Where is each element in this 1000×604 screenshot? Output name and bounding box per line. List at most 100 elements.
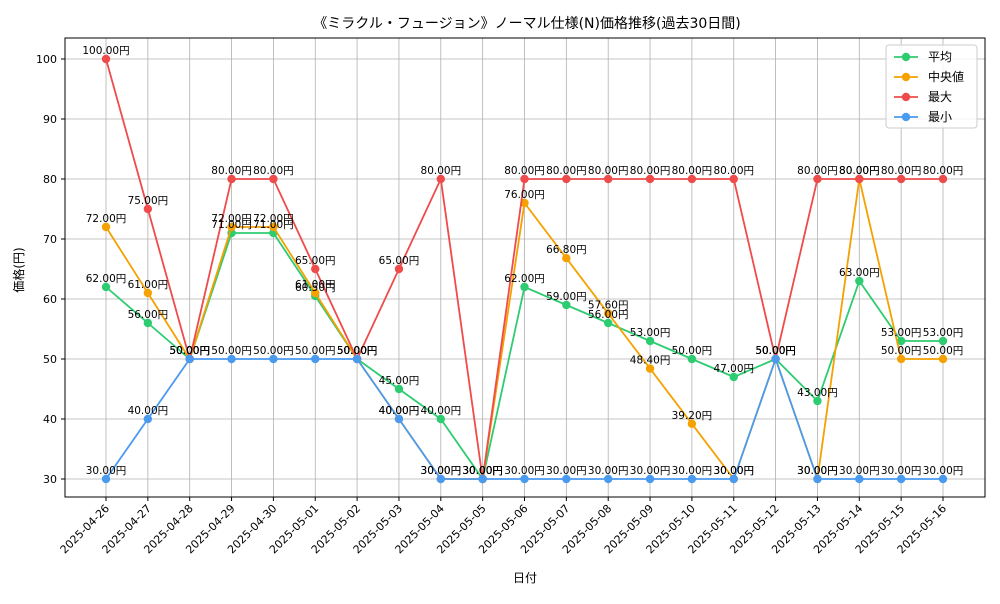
data-label: 50.00円: [169, 345, 210, 357]
data-label: 100.00円: [82, 45, 129, 57]
data-point: [938, 174, 948, 184]
data-point: [771, 354, 780, 364]
data-point: [436, 174, 445, 184]
data-label: 50.00円: [923, 345, 964, 357]
data-label: 61.00円: [295, 279, 336, 291]
data-point: [645, 474, 655, 484]
data-label: 50.00円: [169, 345, 210, 357]
y-tick-label: 80: [43, 173, 57, 186]
data-label: 50.00円: [755, 345, 796, 357]
data-label: 53.00円: [923, 327, 964, 339]
legend-marker: [901, 52, 911, 62]
data-point: [520, 198, 529, 208]
data-label: 80.00円: [881, 165, 922, 177]
data-label: 56.00円: [128, 309, 169, 321]
y-tick-label: 40: [43, 413, 57, 426]
data-label: 60.50円: [295, 282, 336, 294]
data-label: 30.00円: [421, 465, 462, 477]
legend-entry-label: 中央値: [928, 69, 964, 84]
data-label: 30.00円: [462, 465, 503, 477]
data-label: 30.00円: [462, 465, 503, 477]
y-tick-label: 60: [43, 293, 57, 306]
data-point: [896, 354, 906, 364]
data-label: 40.00円: [421, 405, 462, 417]
data-point: [436, 474, 445, 484]
data-label: 30.00円: [881, 465, 922, 477]
data-label: 50.00円: [755, 345, 796, 357]
data-label: 50.00円: [211, 345, 252, 357]
data-point: [938, 474, 948, 484]
data-label: 80.00円: [923, 165, 964, 177]
data-point: [520, 282, 529, 292]
data-label: 57.60円: [588, 299, 629, 311]
data-point: [687, 354, 697, 364]
data-point: [436, 414, 445, 424]
y-tick-label: 30: [43, 473, 57, 486]
data-point: [813, 474, 822, 484]
data-point: [938, 354, 948, 364]
data-label: 50.00円: [337, 345, 378, 357]
data-label: 56.00円: [588, 309, 629, 321]
data-label: 40.00円: [128, 405, 169, 417]
data-point: [604, 318, 613, 328]
data-label: 50.00円: [672, 345, 713, 357]
data-label: 30.00円: [839, 465, 880, 477]
data-point: [143, 414, 153, 424]
data-label: 80.00円: [713, 165, 754, 177]
data-point: [855, 276, 864, 286]
data-point: [311, 288, 320, 298]
data-label: 30.00円: [797, 465, 838, 477]
data-point: [604, 174, 613, 184]
data-point: [687, 174, 697, 184]
data-point: [645, 174, 655, 184]
data-label: 53.00円: [881, 327, 922, 339]
data-point: [101, 282, 111, 292]
data-point: [687, 419, 697, 428]
data-label: 47.00円: [713, 363, 754, 375]
data-label: 43.00円: [797, 387, 838, 399]
data-point: [938, 336, 948, 346]
data-point: [855, 174, 864, 184]
data-point: [896, 336, 906, 346]
data-point: [101, 474, 111, 484]
data-point: [311, 354, 320, 364]
data-label: 72.00円: [211, 213, 252, 225]
data-point: [562, 254, 571, 263]
y-tick-label: 100: [36, 53, 57, 66]
data-label: 65.00円: [295, 255, 336, 267]
data-point: [101, 222, 111, 232]
y-axis-label: 価格(円): [11, 247, 26, 292]
chart-title: 《ミラクル・フュージョン》ノーマル仕様(N)価格推移(過去30日間): [313, 16, 740, 32]
data-label: 80.00円: [253, 165, 294, 177]
data-point: [352, 354, 362, 364]
data-label: 50.00円: [295, 345, 336, 357]
data-point: [185, 354, 194, 364]
data-point: [478, 474, 487, 484]
data-label: 80.00円: [839, 165, 880, 177]
data-point: [562, 300, 571, 310]
data-point: [269, 354, 278, 364]
data-label: 59.00円: [546, 291, 587, 303]
data-label: 50.00円: [169, 345, 210, 357]
data-label: 62.00円: [86, 273, 127, 285]
data-label: 30.00円: [546, 465, 587, 477]
legend-entry-label: 最小: [928, 110, 952, 124]
data-label: 30.00円: [421, 465, 462, 477]
data-point: [227, 222, 236, 232]
data-point: [729, 474, 738, 484]
legend-box: [885, 44, 978, 129]
data-label: 80.00円: [672, 165, 713, 177]
data-point: [855, 474, 864, 484]
data-label: 40.00円: [379, 405, 420, 417]
data-label: 71.00円: [211, 219, 252, 231]
data-point: [227, 174, 236, 184]
data-label: 30.00円: [713, 465, 754, 477]
data-point: [269, 174, 278, 184]
data-point: [394, 384, 404, 394]
legend-entry-label: 平均: [928, 50, 952, 64]
data-point: [227, 354, 236, 364]
data-label: 72.00円: [86, 213, 127, 225]
data-point: [896, 174, 906, 184]
data-label: 75.00円: [128, 195, 169, 207]
